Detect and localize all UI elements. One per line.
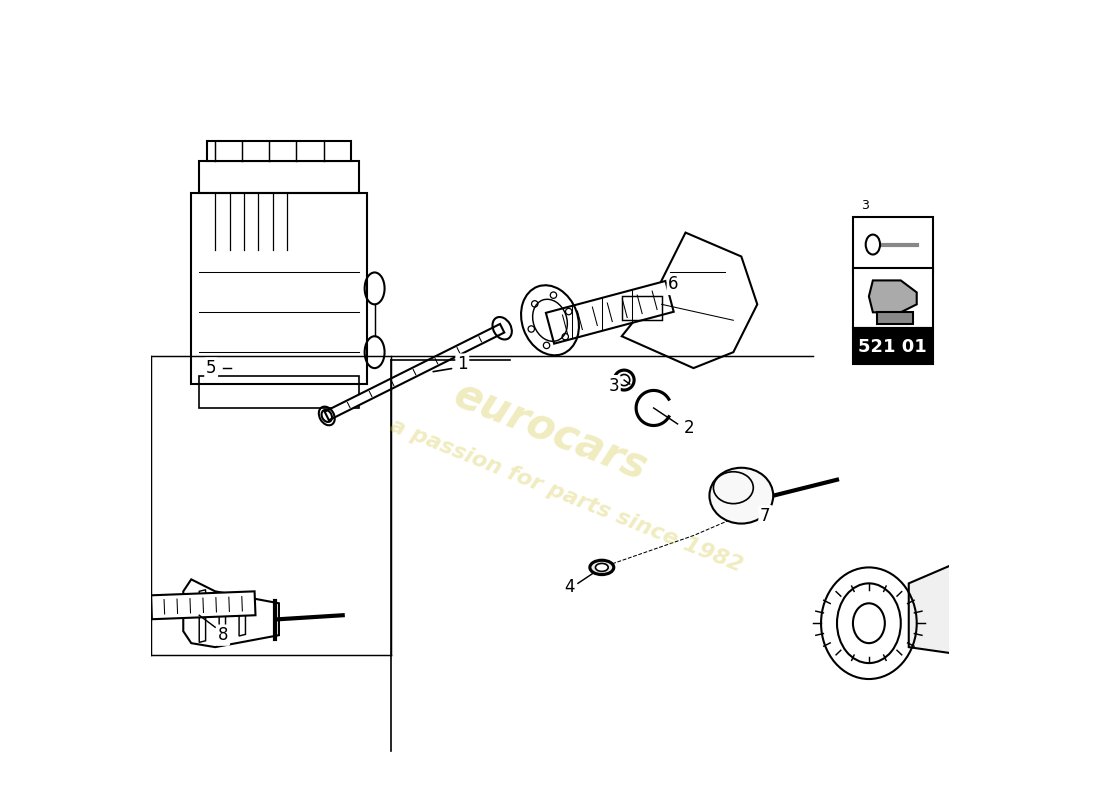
Polygon shape — [199, 590, 206, 642]
Bar — [852, 269, 933, 328]
Bar — [852, 217, 933, 273]
Polygon shape — [324, 324, 504, 420]
Text: 521 01: 521 01 — [858, 338, 927, 355]
Bar — [199, 376, 359, 408]
Text: 5: 5 — [206, 359, 217, 377]
Polygon shape — [877, 312, 913, 324]
Polygon shape — [621, 233, 757, 368]
Text: 2: 2 — [684, 419, 695, 437]
Text: 7: 7 — [760, 506, 770, 525]
Ellipse shape — [866, 234, 880, 254]
Text: 6: 6 — [669, 275, 679, 294]
Ellipse shape — [595, 563, 608, 571]
Polygon shape — [199, 161, 359, 193]
Text: 3: 3 — [608, 377, 619, 394]
Text: 8: 8 — [218, 626, 229, 644]
Bar — [191, 193, 366, 384]
Polygon shape — [219, 593, 225, 639]
Polygon shape — [207, 141, 351, 161]
Text: 3: 3 — [861, 199, 869, 213]
Polygon shape — [151, 591, 255, 619]
Text: eurocars: eurocars — [447, 374, 653, 490]
Polygon shape — [239, 596, 245, 636]
Ellipse shape — [590, 560, 614, 574]
Bar — [621, 296, 661, 320]
Polygon shape — [184, 579, 279, 647]
Polygon shape — [869, 281, 916, 312]
Text: 4: 4 — [564, 578, 575, 596]
Polygon shape — [909, 559, 989, 655]
Text: a passion for parts since 1982: a passion for parts since 1982 — [387, 415, 745, 576]
Ellipse shape — [710, 468, 773, 523]
Text: 1: 1 — [456, 355, 468, 373]
Polygon shape — [546, 281, 673, 344]
Bar — [852, 328, 933, 364]
